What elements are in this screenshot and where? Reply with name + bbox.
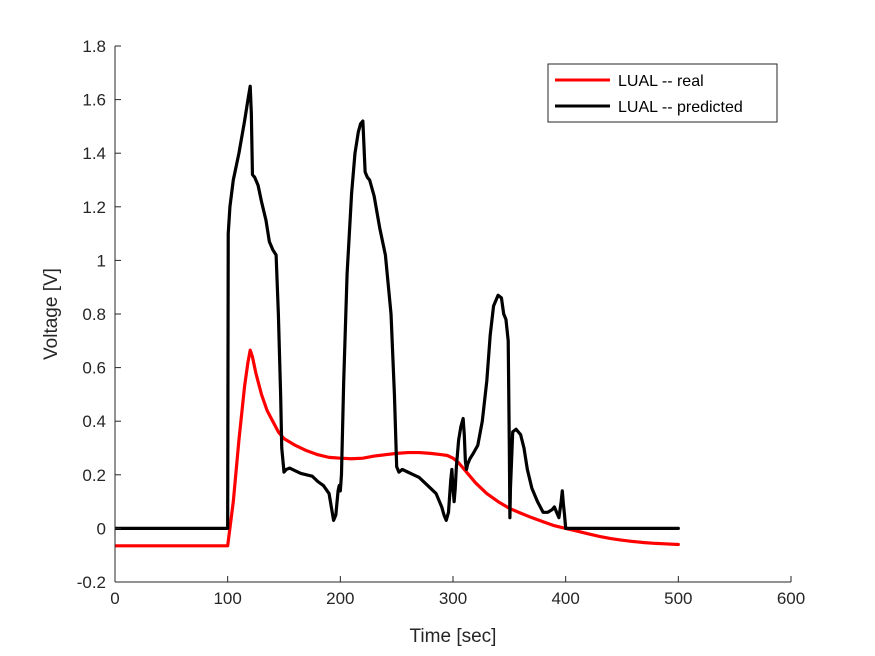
- y-tick-label: 0.4: [82, 412, 106, 431]
- legend-entry-predicted: LUAL -- predicted: [618, 99, 743, 116]
- y-tick-label: 0.6: [82, 359, 106, 378]
- legend: LUAL -- real LUAL -- predicted: [547, 63, 778, 123]
- x-tick-label: 500: [664, 589, 692, 608]
- series-layer: [115, 84, 680, 548]
- x-tick-label: 100: [213, 589, 241, 608]
- y-tick-label: 1: [97, 251, 106, 270]
- y-tick-label: 0.2: [82, 466, 106, 485]
- y-tick-label: 1.8: [82, 37, 106, 56]
- x-axis-label: Time [sec]: [410, 626, 497, 647]
- series-line-real: [115, 348, 680, 548]
- y-axis-label: Voltage [V]: [41, 268, 62, 360]
- y-tick-label: 1.6: [82, 91, 106, 110]
- y-tick-label: -0.2: [77, 573, 106, 592]
- tick-layer: 0 100 200 300 400 500 600-0.200.20.40.60.811.2…: [77, 37, 805, 608]
- series-line-predicted: [115, 84, 680, 530]
- x-tick-label: 200: [326, 589, 354, 608]
- y-tick-label: 0: [97, 519, 106, 538]
- y-tick-label: 0.8: [82, 305, 106, 324]
- y-tick-label: 1.4: [82, 144, 106, 163]
- legend-box: [547, 63, 778, 123]
- y-tick-label: 1.2: [82, 198, 106, 217]
- x-tick-label: 300: [439, 589, 467, 608]
- legend-entry-real: LUAL -- real: [618, 73, 704, 90]
- x-tick-label: 0: [110, 589, 119, 608]
- x-tick-label: 400: [551, 589, 579, 608]
- x-tick-label: 600: [777, 589, 805, 608]
